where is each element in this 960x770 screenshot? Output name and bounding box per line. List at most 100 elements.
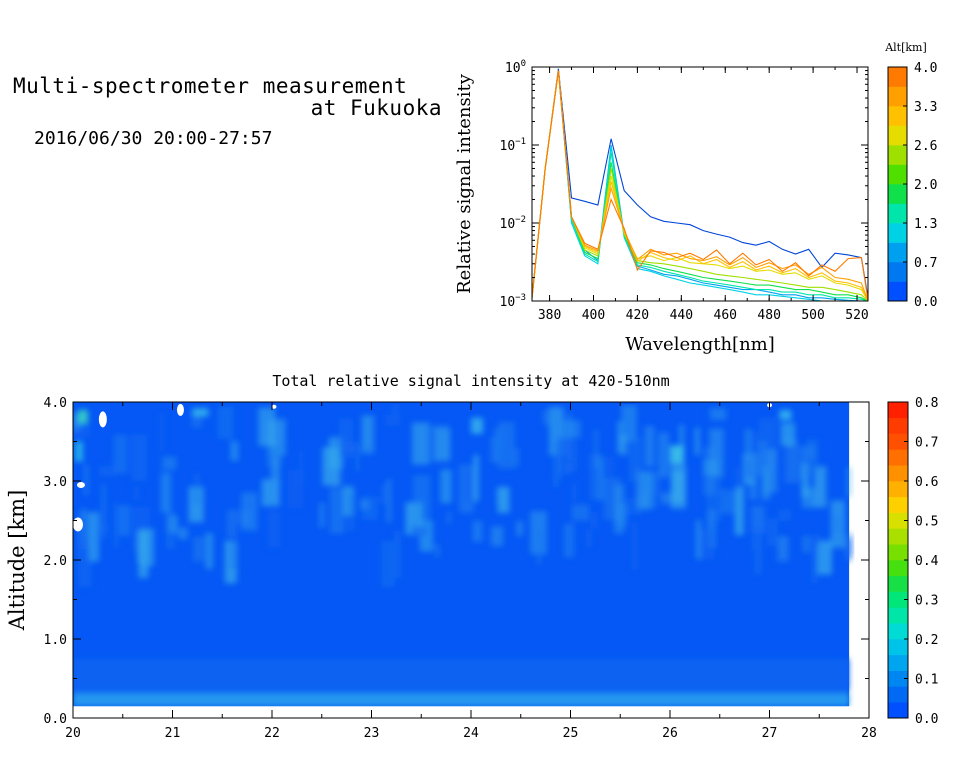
heatmap-patch (748, 481, 758, 500)
heatmap-missing-data (271, 404, 277, 409)
heatmap-patch (329, 488, 345, 534)
heatmap-patch (298, 450, 304, 483)
heatmap-patch (763, 440, 768, 472)
heatmap-y-tick-label: 4.0 (44, 396, 67, 411)
heatmap-patch (100, 484, 108, 533)
altitude-colorbar-label: 2.6 (914, 139, 937, 154)
intensity-colorbar-label: 0.3 (915, 594, 938, 609)
heatmap-patch (99, 465, 117, 477)
heatmap-patch (563, 523, 575, 558)
heatmap-x-tick-label: 27 (762, 726, 778, 741)
heatmap-patch (753, 527, 763, 575)
heatmap-y-label: Altitude [km] (5, 490, 29, 632)
heatmap-patch (498, 421, 515, 469)
heatmap-missing-data (98, 411, 107, 428)
heatmap-y-tick-label: 2.0 (44, 554, 67, 569)
altitude-colorbar-segment (888, 164, 907, 185)
heatmap-patch (217, 406, 234, 439)
intensity-colorbar-label: 0.6 (915, 475, 938, 490)
heatmap-bright-spot (471, 417, 483, 434)
heatmap-patch (697, 529, 715, 560)
heatmap-patch (778, 509, 791, 521)
heatmap-patch (694, 427, 700, 456)
heatmap-patch (744, 428, 752, 461)
altitude-colorbar-segment (888, 106, 907, 126)
spectrum-series-line (532, 70, 868, 301)
heatmap-patch (706, 509, 717, 549)
heatmap-patch (361, 415, 375, 454)
intensity-colorbar-label: 0.1 (915, 673, 938, 688)
heatmap-patch (757, 440, 765, 466)
heatmap-patch (660, 492, 676, 504)
spectrum-x-label: Wavelength[nm] (625, 334, 775, 355)
intensity-colorbar-segment (888, 575, 908, 592)
heatmap-patch (516, 521, 524, 536)
spectrum-y-label: Relative signal intensity (454, 73, 475, 294)
heatmap-patch (784, 440, 798, 484)
heatmap-low-band (73, 692, 850, 707)
heatmap-patch (775, 536, 790, 563)
spectrum-series-line (532, 70, 868, 301)
heatmap-patch (585, 529, 593, 548)
intensity-colorbar-label: 0.2 (915, 633, 938, 648)
heatmap-patch (381, 541, 395, 587)
heatmap-patch (806, 439, 819, 475)
spectrum-x-tick-label: 420 (626, 308, 649, 323)
heatmap-x-tick-label: 26 (662, 726, 678, 741)
heatmap-patch (628, 437, 643, 482)
altitude-colorbar-label: 1.3 (914, 217, 937, 232)
heatmap-patch (229, 539, 236, 570)
heatmap-field (72, 402, 855, 707)
intensity-colorbar-segment (888, 528, 908, 545)
heatmap-patch (258, 407, 276, 447)
spectrum-x-tick-label: 460 (714, 308, 737, 323)
heatmap-bright-spot (74, 441, 83, 462)
heatmap-patch (571, 483, 577, 501)
heatmap-patch (672, 471, 685, 503)
spectrum-series-line (532, 68, 868, 298)
heatmap-patch (322, 447, 340, 486)
heatmap-bright-spot (192, 408, 209, 417)
intensity-colorbar-label: 0.8 (915, 396, 938, 411)
heatmap-y-tick-label: 0.0 (44, 712, 67, 727)
spectrum-y-tick-label: 10−1 (500, 137, 527, 154)
heatmap-x-tick-label: 25 (563, 726, 579, 741)
heatmap-patch (160, 472, 172, 513)
altitude-colorbar-segment (888, 184, 907, 204)
heatmap-patch (751, 525, 762, 550)
altitude-colorbar-label: 4.0 (914, 61, 937, 76)
heatmap-patch (118, 505, 131, 536)
heatmap-missing-data (72, 517, 83, 532)
altitude-colorbar-label: 2.0 (914, 178, 937, 193)
heatmap-patch (631, 522, 638, 571)
heatmap-patch (131, 434, 147, 481)
heatmap-patch (801, 463, 810, 498)
heatmap-patch (391, 404, 400, 416)
heatmap-patch (725, 494, 731, 511)
spectrum-series-line (532, 70, 868, 301)
altitude-colorbar-segment (888, 203, 907, 224)
heatmap-patch (590, 512, 598, 529)
spectrum-series-line (532, 70, 868, 301)
heatmap-bright-spot (77, 409, 88, 424)
heatmap-patch (77, 538, 92, 587)
spectrum-series-line (532, 70, 868, 301)
heatmap-title: Total relative signal intensity at 420-5… (272, 372, 669, 390)
heatmap-patch (138, 530, 149, 578)
heatmap-patch (473, 454, 479, 502)
heatmap-patch (845, 538, 851, 562)
heatmap-patch (734, 486, 744, 536)
altitude-colorbar-segment (888, 223, 907, 243)
altitude-colorbar-segment (888, 145, 907, 165)
heatmap-patch (491, 526, 504, 546)
spectrum-series-line (532, 70, 868, 301)
intensity-colorbar-segment (888, 702, 908, 719)
spectrum-x-tick-label: 500 (801, 308, 824, 323)
altitude-colorbar-segment (888, 67, 907, 87)
spectrum-x-tick-label: 400 (582, 308, 605, 323)
heatmap-patch (802, 535, 811, 553)
heatmap-patch (359, 499, 370, 510)
intensity-colorbar-segment (888, 417, 908, 434)
altitude-colorbar-title: Alt[km] (884, 41, 927, 54)
